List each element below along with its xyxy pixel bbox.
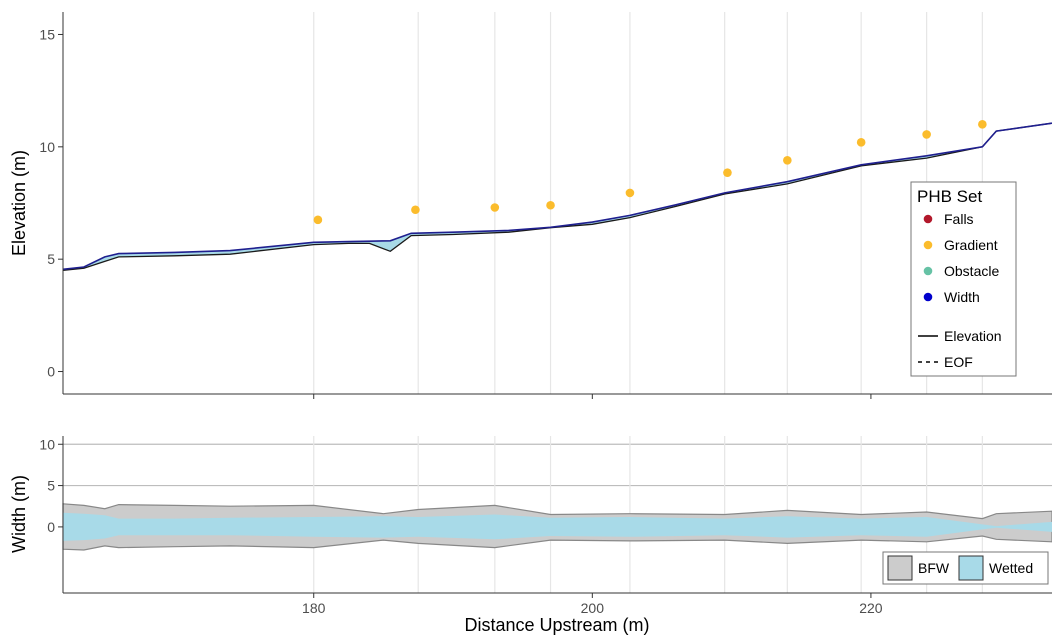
elevation-line: [62, 122, 1052, 272]
gradient-point: [856, 138, 866, 147]
legend-point-gradient-swatch: [923, 240, 933, 250]
width-x-ticks: 180 200 220: [302, 593, 883, 616]
gradient-point: [625, 188, 635, 198]
elevation-y-tick-label: 15: [39, 26, 55, 42]
phb-legend-line-entries: Elevation EOF: [918, 328, 1002, 370]
gradient-point: [313, 215, 323, 225]
width-y-tick-label: 0: [47, 519, 55, 535]
gradient-point: [978, 120, 987, 129]
legend-point-falls-label: Falls: [944, 211, 974, 227]
legend-point-gradient-label: Gradient: [944, 237, 998, 253]
eof-line: [62, 122, 1052, 271]
elevation-grid: [313, 12, 983, 394]
elevation-panel: 0 5 10 15 Elevation (m) PHB Set Falls Gradie…: [9, 12, 1052, 399]
x-tick-label: 220: [859, 600, 883, 616]
gradient-point: [546, 200, 555, 210]
width-y-ticks: 0 5 10: [39, 436, 63, 535]
legend-point-falls-swatch: [923, 214, 933, 224]
legend-line-eof-label: EOF: [944, 354, 973, 370]
width-legend: BFW Wetted: [882, 551, 1049, 585]
width-panel: 0 5 10 180 200 220 Width (m) Distance Upstre…: [9, 436, 1052, 635]
legend-point-obstacle-swatch: [923, 266, 933, 276]
legend-line-elevation-label: Elevation: [944, 328, 1002, 344]
legend-bfw-swatch: [887, 555, 913, 581]
legend-wetted-swatch: [958, 555, 984, 581]
gradient-point: [922, 130, 931, 139]
elevation-y-axis-title: Elevation (m): [9, 150, 29, 256]
x-tick-label: 200: [581, 600, 605, 616]
phb-legend-title: PHB Set: [917, 187, 982, 206]
gradient-point: [490, 203, 500, 212]
legend-point-width-swatch: [923, 292, 933, 302]
gradient-point: [783, 156, 792, 165]
legend-point-obstacle-label: Obstacle: [944, 263, 999, 279]
legend-point-width-label: Width: [944, 289, 980, 305]
elevation-y-tick-label: 10: [39, 139, 55, 155]
elevation-y-ticks: 0 5 10 15: [39, 26, 63, 380]
phb-legend-box: [910, 181, 1017, 377]
x-axis-title: Distance Upstream (m): [464, 615, 649, 635]
wetted-elevation-fill: [63, 123, 1052, 271]
legend-bfw-label: BFW: [918, 560, 950, 576]
wetted-area: [63, 512, 1052, 541]
elevation-y-tick-label: 0: [47, 364, 55, 380]
legend-wetted-label: Wetted: [989, 560, 1033, 576]
phb-legend-point-entries: Falls Gradient Obstacle Width: [923, 211, 999, 305]
elevation-x-ticks: [313, 394, 872, 399]
gradient-points: [313, 120, 987, 225]
elevation-y-tick-label: 5: [47, 251, 55, 267]
width-y-axis-title: Width (m): [9, 475, 29, 553]
width-y-tick-label: 10: [39, 436, 55, 452]
width-y-tick-label: 5: [47, 478, 55, 494]
phb-legend: PHB Set Falls Gradient Obstacle Width Eleva…: [910, 181, 1017, 377]
x-tick-label: 180: [302, 600, 326, 616]
gradient-point: [723, 168, 732, 177]
gradient-point: [411, 205, 420, 215]
